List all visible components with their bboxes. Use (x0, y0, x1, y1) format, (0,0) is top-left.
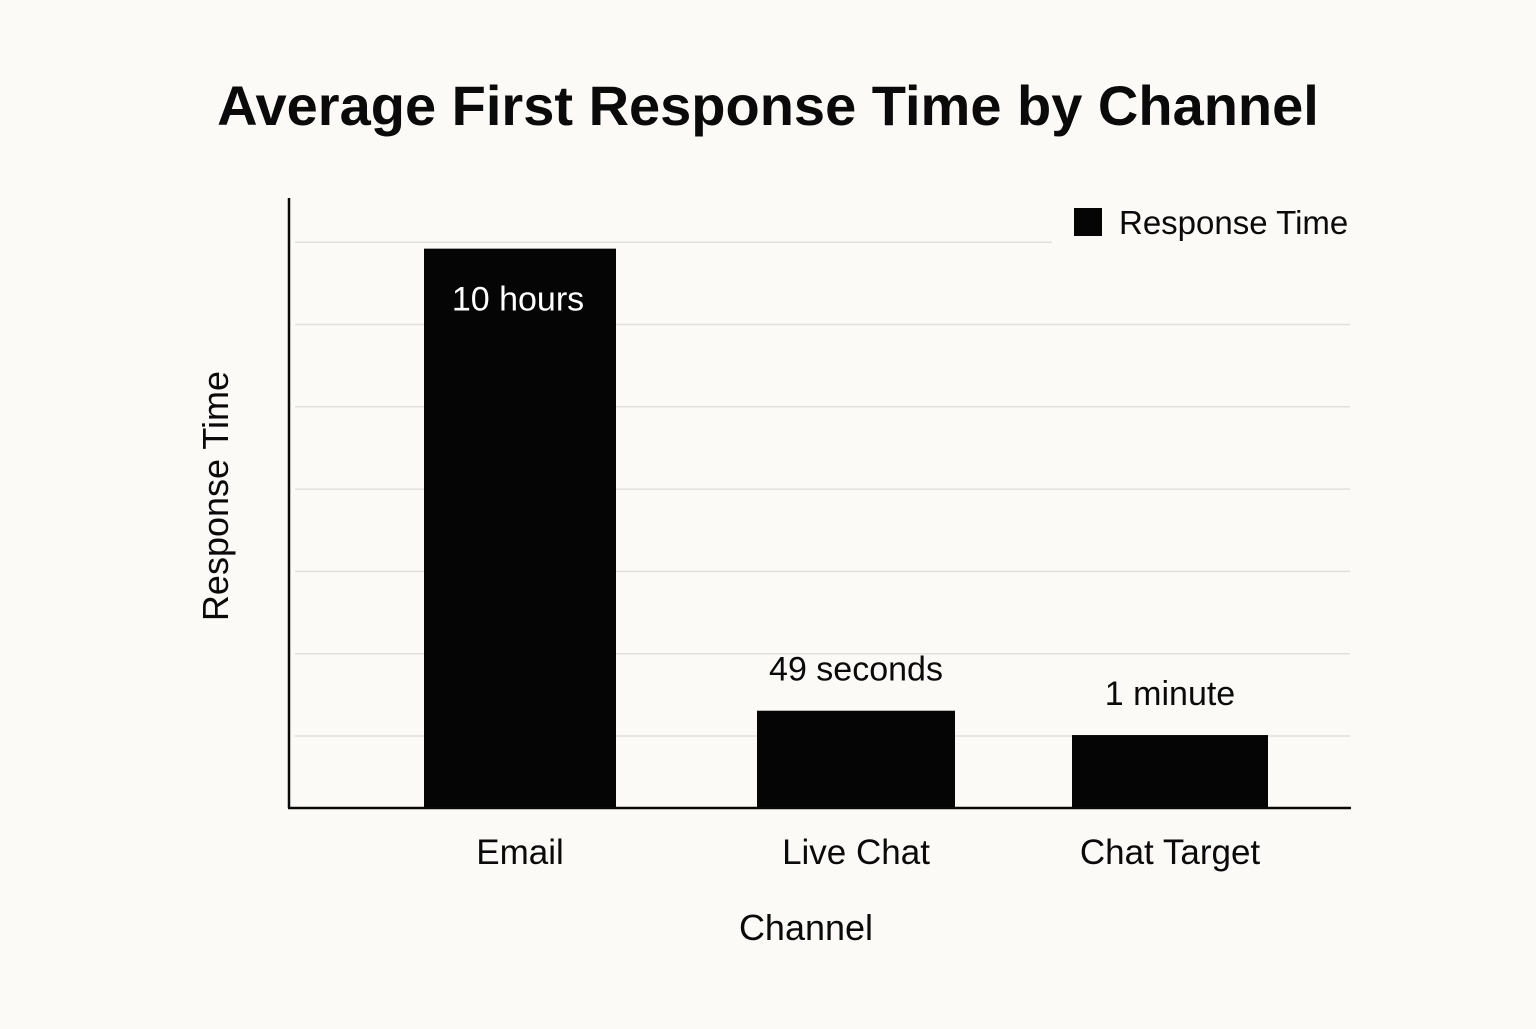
data-label: 1 minute (1105, 675, 1235, 713)
x-tick-label: Email (476, 833, 564, 872)
legend: Response Time (1074, 204, 1348, 241)
bar-email (424, 249, 616, 808)
x-axis-label: Channel (739, 907, 873, 948)
x-tick-label: Live Chat (782, 833, 930, 872)
legend-label: Response Time (1119, 204, 1348, 241)
bar-chat-target (1072, 735, 1268, 808)
x-tick-label: Chat Target (1080, 833, 1261, 872)
bars (424, 249, 1268, 808)
bar-live-chat (757, 711, 955, 808)
data-label: 10 hours (452, 281, 584, 319)
legend-swatch (1074, 208, 1102, 236)
x-tick-labels: Email Live Chat Chat Target (476, 833, 1260, 872)
y-axis-label: Response Time (195, 371, 236, 621)
chart-title: Average First Response Time by Channel (217, 74, 1319, 137)
data-label: 49 seconds (769, 651, 943, 689)
